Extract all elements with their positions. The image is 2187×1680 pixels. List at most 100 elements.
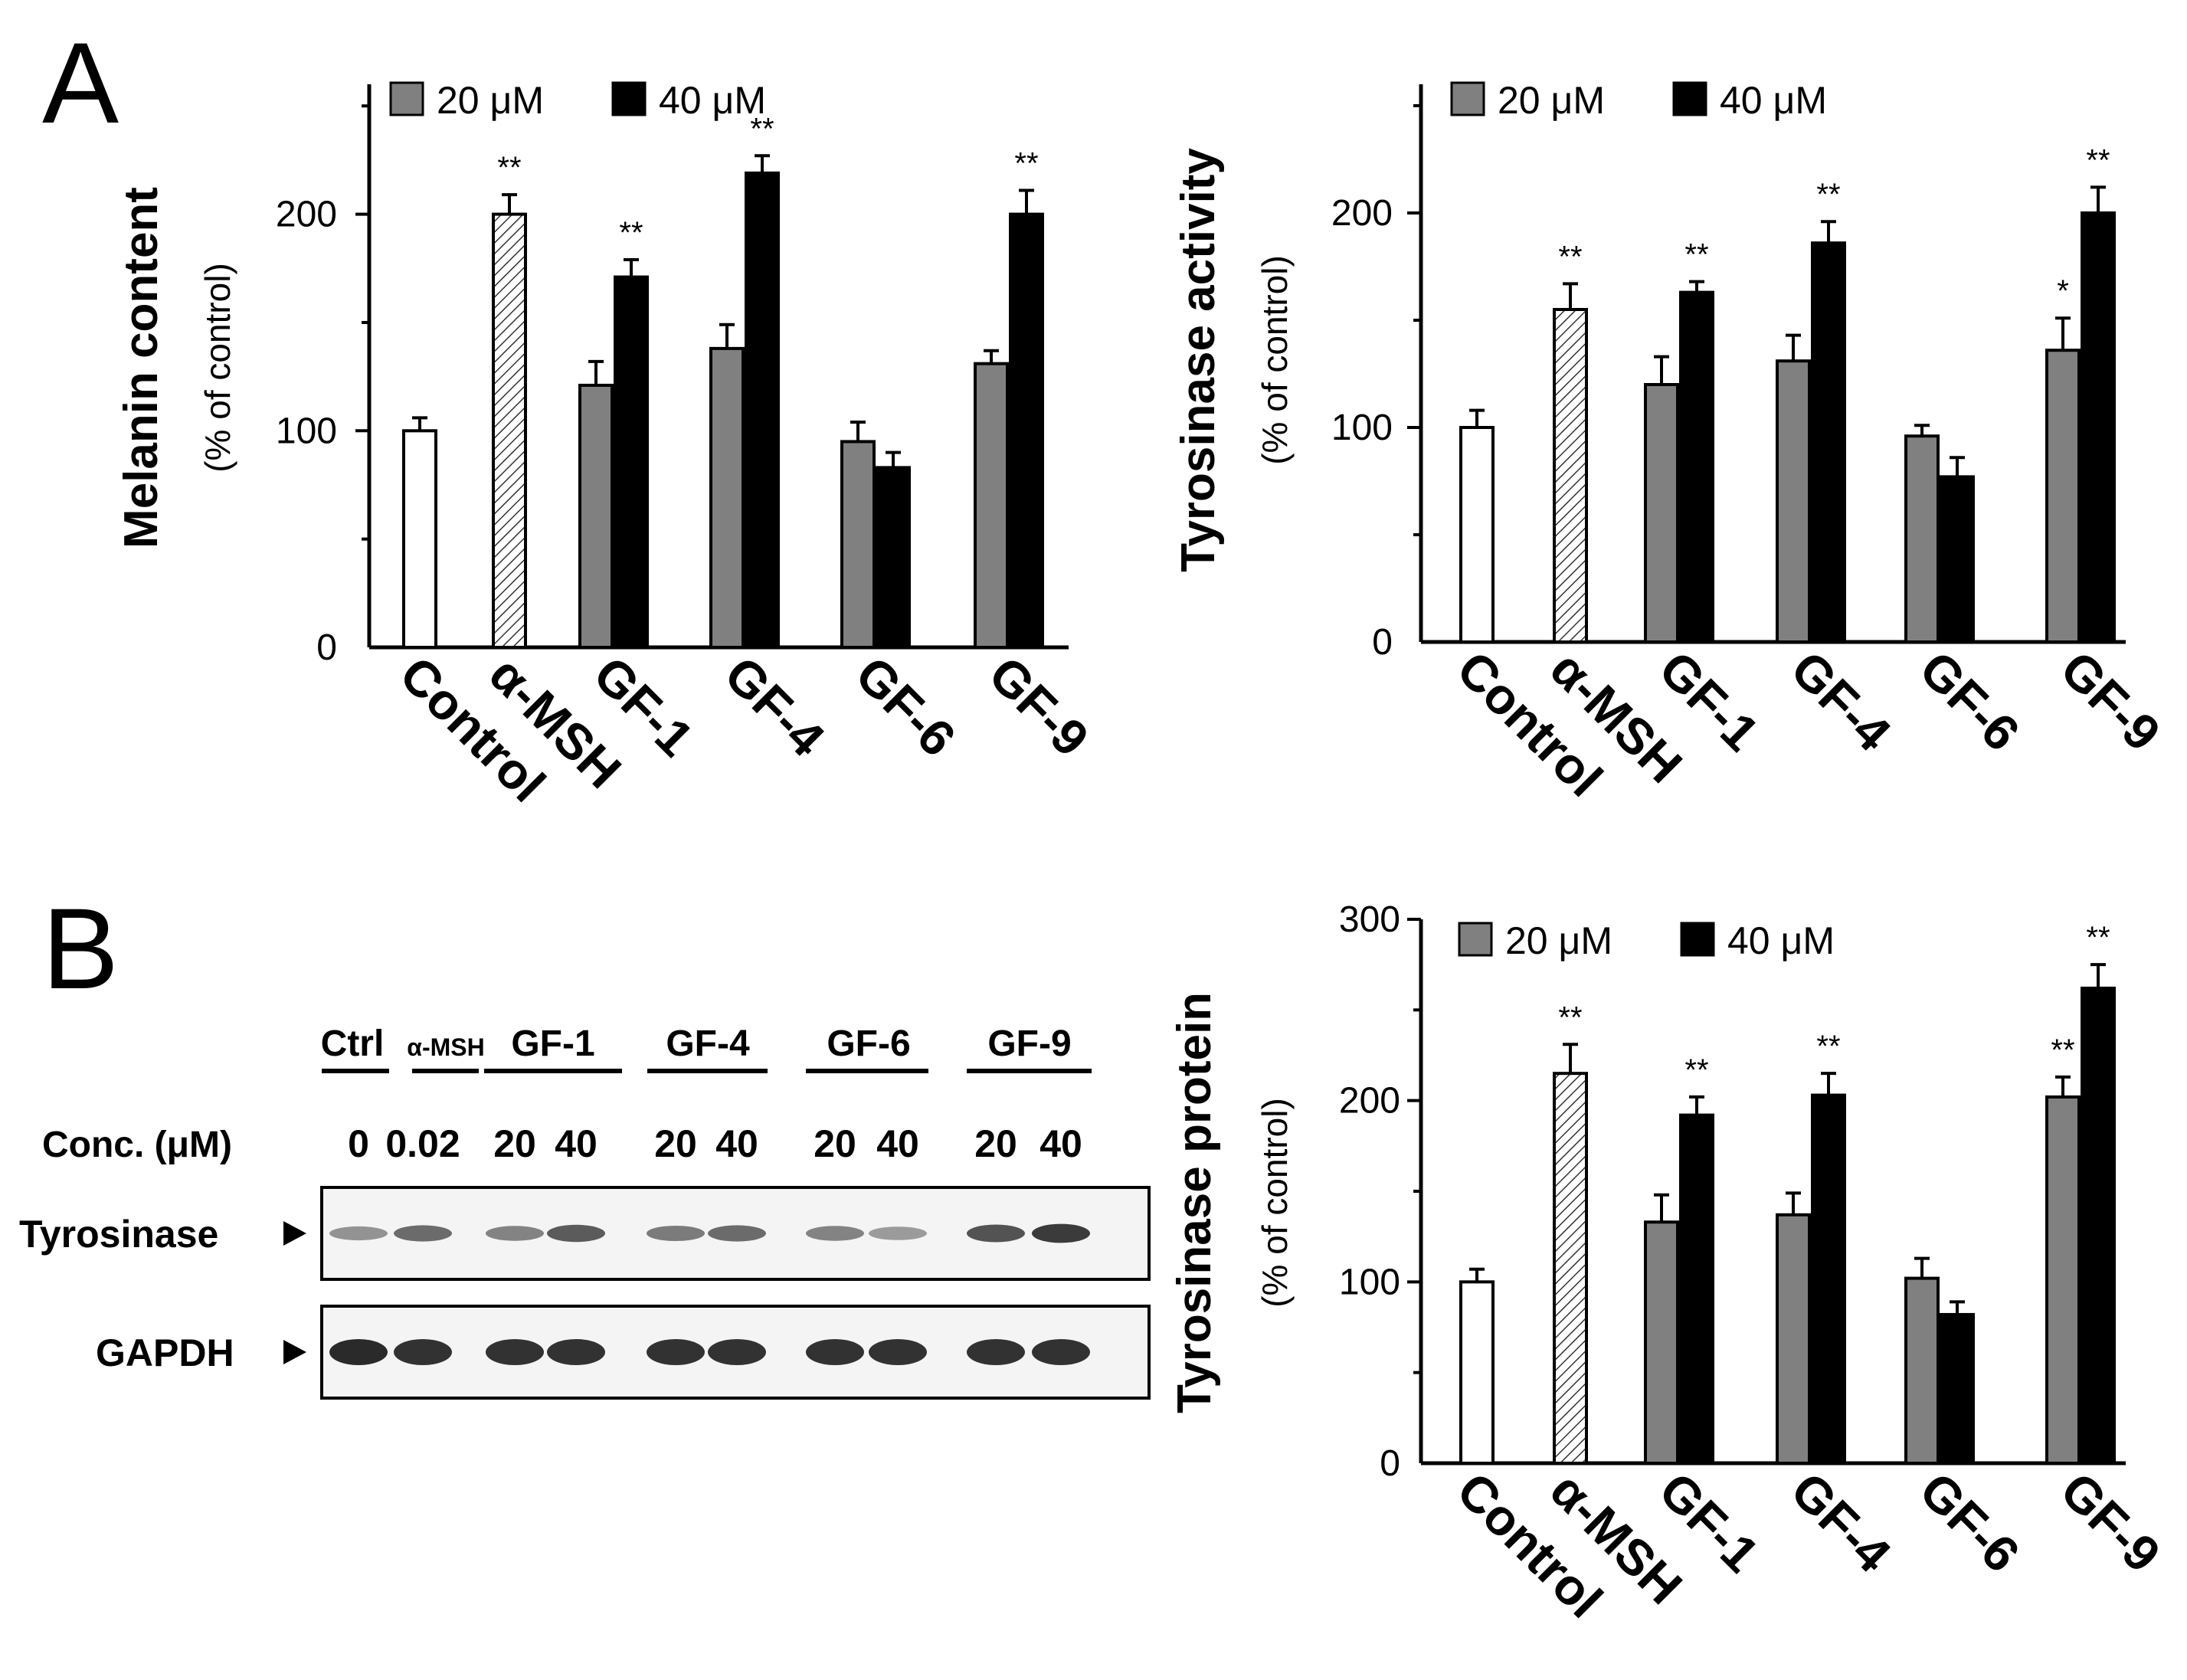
y-tick-label: 300 [1339, 899, 1400, 940]
conc-value: 0 [348, 1122, 369, 1165]
blot-group-label: GF-1 [511, 1023, 594, 1064]
bar-GF-6-c40 [1940, 475, 1975, 644]
significance-mark: ** [619, 216, 643, 250]
blot-band [647, 1226, 705, 1241]
legend-label-20: 20 μM [1498, 79, 1605, 122]
conc-value: 20 [974, 1122, 1017, 1165]
blot-group-label: GF-4 [666, 1023, 750, 1064]
blot-band [708, 1339, 766, 1365]
legend-label-40: 40 μM [1727, 919, 1835, 962]
bar-Control-control [1459, 1280, 1495, 1465]
legend-label-40: 40 μM [659, 79, 766, 122]
legend-swatch-20 [1458, 922, 1493, 957]
blot-band [1032, 1339, 1090, 1365]
significance-mark: ** [2086, 921, 2110, 955]
bar-GF-4-c40 [745, 171, 780, 649]
blot-band [394, 1339, 452, 1365]
bar-GF-1-c40 [1679, 1113, 1714, 1465]
blot-band [806, 1226, 864, 1241]
legend-swatch-40 [1672, 81, 1707, 116]
significance-mark: ** [497, 151, 521, 185]
significance-mark: ** [1014, 147, 1038, 181]
y-tick-label: 200 [1331, 193, 1393, 234]
arrow-icon [283, 1340, 306, 1364]
bar-GF-9-c20 [974, 362, 1009, 649]
legend-swatch-20 [1450, 81, 1485, 116]
x-category-label: GF-9 [2050, 1462, 2172, 1583]
blot-band [547, 1224, 605, 1243]
significance-mark: ** [1558, 240, 1582, 273]
tyrosinase-activity-chart: 0 100 200 Tyrosinase activity (% of control)… [1172, 79, 2172, 807]
blot-band [1032, 1223, 1090, 1243]
bar-GF-9-c20 [2045, 349, 2081, 644]
blot-band [329, 1339, 388, 1365]
bar-GF-1-c40 [614, 275, 649, 649]
significance-mark: ** [2051, 1033, 2074, 1067]
y-axis-label: Tyrosinase protein [1168, 992, 1221, 1413]
melanin-content-chart: 0 100 200 Melanin content (% of control) 20 μ… [115, 79, 1100, 813]
significance-mark: ** [1684, 238, 1708, 272]
bar-GF-4-c20 [1776, 1213, 1811, 1465]
blot-band [967, 1339, 1025, 1365]
blot-band [869, 1339, 927, 1365]
x-category-label: GF-9 [2050, 640, 2172, 762]
blot-band [486, 1226, 544, 1241]
blot-band [547, 1339, 605, 1365]
blot-band [647, 1339, 705, 1365]
legend-label-20: 20 μM [437, 79, 544, 122]
bar-GF-4-c40 [1811, 241, 1846, 644]
significance-mark: ** [1684, 1053, 1708, 1087]
significance-mark: ** [1816, 178, 1840, 211]
tyrosinase-protein-chart: 0 100 200 300 Tyrosinase protein (% of contro… [1168, 899, 2172, 1629]
y-tick-label: 200 [276, 195, 337, 235]
y-axis-sublabel: (% of control) [1255, 255, 1295, 465]
conc-value: 40 [555, 1122, 597, 1165]
legend-label-40: 40 μM [1720, 79, 1827, 122]
y-tick-label: 0 [1372, 622, 1393, 663]
conc-label: Conc. (μM) [42, 1125, 232, 1165]
bar-GF-9-c20 [2045, 1095, 2081, 1465]
x-category-label: GF-9 [978, 646, 1100, 768]
blot-band [967, 1224, 1025, 1243]
blot-band [486, 1339, 544, 1365]
bar-α-MSH-msh [1553, 1072, 1588, 1465]
y-tick-label: 100 [276, 411, 337, 451]
significance-mark: ** [1558, 1000, 1582, 1034]
legend-swatch-20 [389, 81, 424, 116]
y-tick-label: 0 [316, 627, 337, 668]
conc-value: 20 [814, 1122, 856, 1165]
y-axis-sublabel: (% of control) [198, 263, 237, 473]
legend-swatch-40 [611, 81, 647, 116]
bar-GF-9-c40 [1009, 212, 1044, 650]
conc-value: 20 [654, 1122, 697, 1165]
bar-GF-4-c20 [709, 346, 745, 649]
arrow-icon [283, 1221, 306, 1246]
bar-Control-control [1459, 426, 1495, 644]
significance-mark: ** [2086, 143, 2110, 177]
significance-mark: * [2057, 274, 2069, 308]
conc-value: 40 [1039, 1122, 1082, 1165]
legend-swatch-40 [1680, 922, 1715, 957]
bar-GF-6-c40 [1940, 1312, 1975, 1465]
y-tick-label: 100 [1331, 408, 1393, 448]
blot-band [806, 1339, 864, 1365]
bar-GF-1-c20 [1644, 383, 1679, 644]
blot-group-label: Ctrl [321, 1023, 385, 1064]
bar-GF-6-c20 [840, 440, 876, 649]
conc-value: 0.02 [385, 1122, 460, 1165]
bar-GF-1-c40 [1679, 290, 1714, 644]
panel-a-label: A [42, 18, 119, 147]
western-blot: Ctrl α-MSH GF-1 GF-4 GF-6 GF-9 Conc. (μM) 0 0.02… [19, 1023, 1151, 1400]
blot-band [708, 1225, 766, 1242]
y-axis-label: Melanin content [115, 187, 168, 549]
x-category-label: GF-6 [1909, 640, 2031, 762]
bar-GF-4-c40 [1811, 1093, 1846, 1465]
blot-band [329, 1226, 388, 1241]
conc-value: 20 [493, 1122, 536, 1165]
legend-label-20: 20 μM [1505, 919, 1612, 962]
bar-α-MSH-msh [1553, 308, 1588, 644]
x-category-label: GF-4 [1780, 1462, 1902, 1583]
x-category-label: GF-6 [1909, 1462, 2031, 1583]
bar-GF-6-c20 [1904, 1276, 1940, 1465]
